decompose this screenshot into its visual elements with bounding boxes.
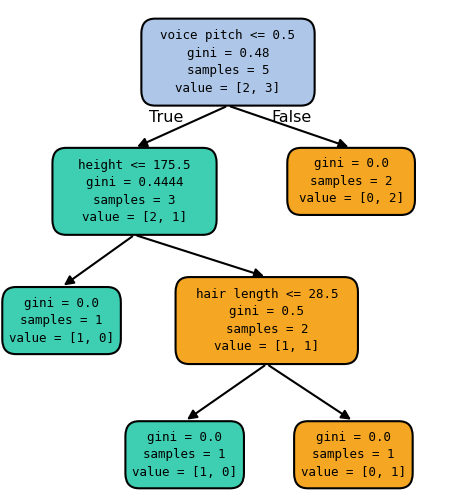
Text: voice pitch <= 0.5
gini = 0.48
samples = 5
value = [2, 3]: voice pitch <= 0.5 gini = 0.48 samples =… xyxy=(160,29,295,95)
Text: hair length <= 28.5
gini = 0.5
samples = 2
value = [1, 1]: hair length <= 28.5 gini = 0.5 samples =… xyxy=(195,288,337,353)
FancyBboxPatch shape xyxy=(175,277,357,364)
FancyBboxPatch shape xyxy=(2,287,121,354)
FancyBboxPatch shape xyxy=(141,18,314,105)
Text: True: True xyxy=(149,110,183,125)
Text: height <= 175.5
gini = 0.4444
samples = 3
value = [2, 1]: height <= 175.5 gini = 0.4444 samples = … xyxy=(78,159,190,224)
Text: False: False xyxy=(271,110,311,125)
FancyBboxPatch shape xyxy=(52,148,216,235)
FancyBboxPatch shape xyxy=(125,421,243,488)
Text: gini = 0.0
samples = 1
value = [1, 0]: gini = 0.0 samples = 1 value = [1, 0] xyxy=(9,297,114,344)
FancyBboxPatch shape xyxy=(293,421,412,488)
Text: gini = 0.0
samples = 1
value = [1, 0]: gini = 0.0 samples = 1 value = [1, 0] xyxy=(132,431,237,479)
Text: gini = 0.0
samples = 2
value = [0, 2]: gini = 0.0 samples = 2 value = [0, 2] xyxy=(298,158,403,205)
Text: gini = 0.0
samples = 1
value = [0, 1]: gini = 0.0 samples = 1 value = [0, 1] xyxy=(300,431,405,479)
FancyBboxPatch shape xyxy=(287,148,414,215)
